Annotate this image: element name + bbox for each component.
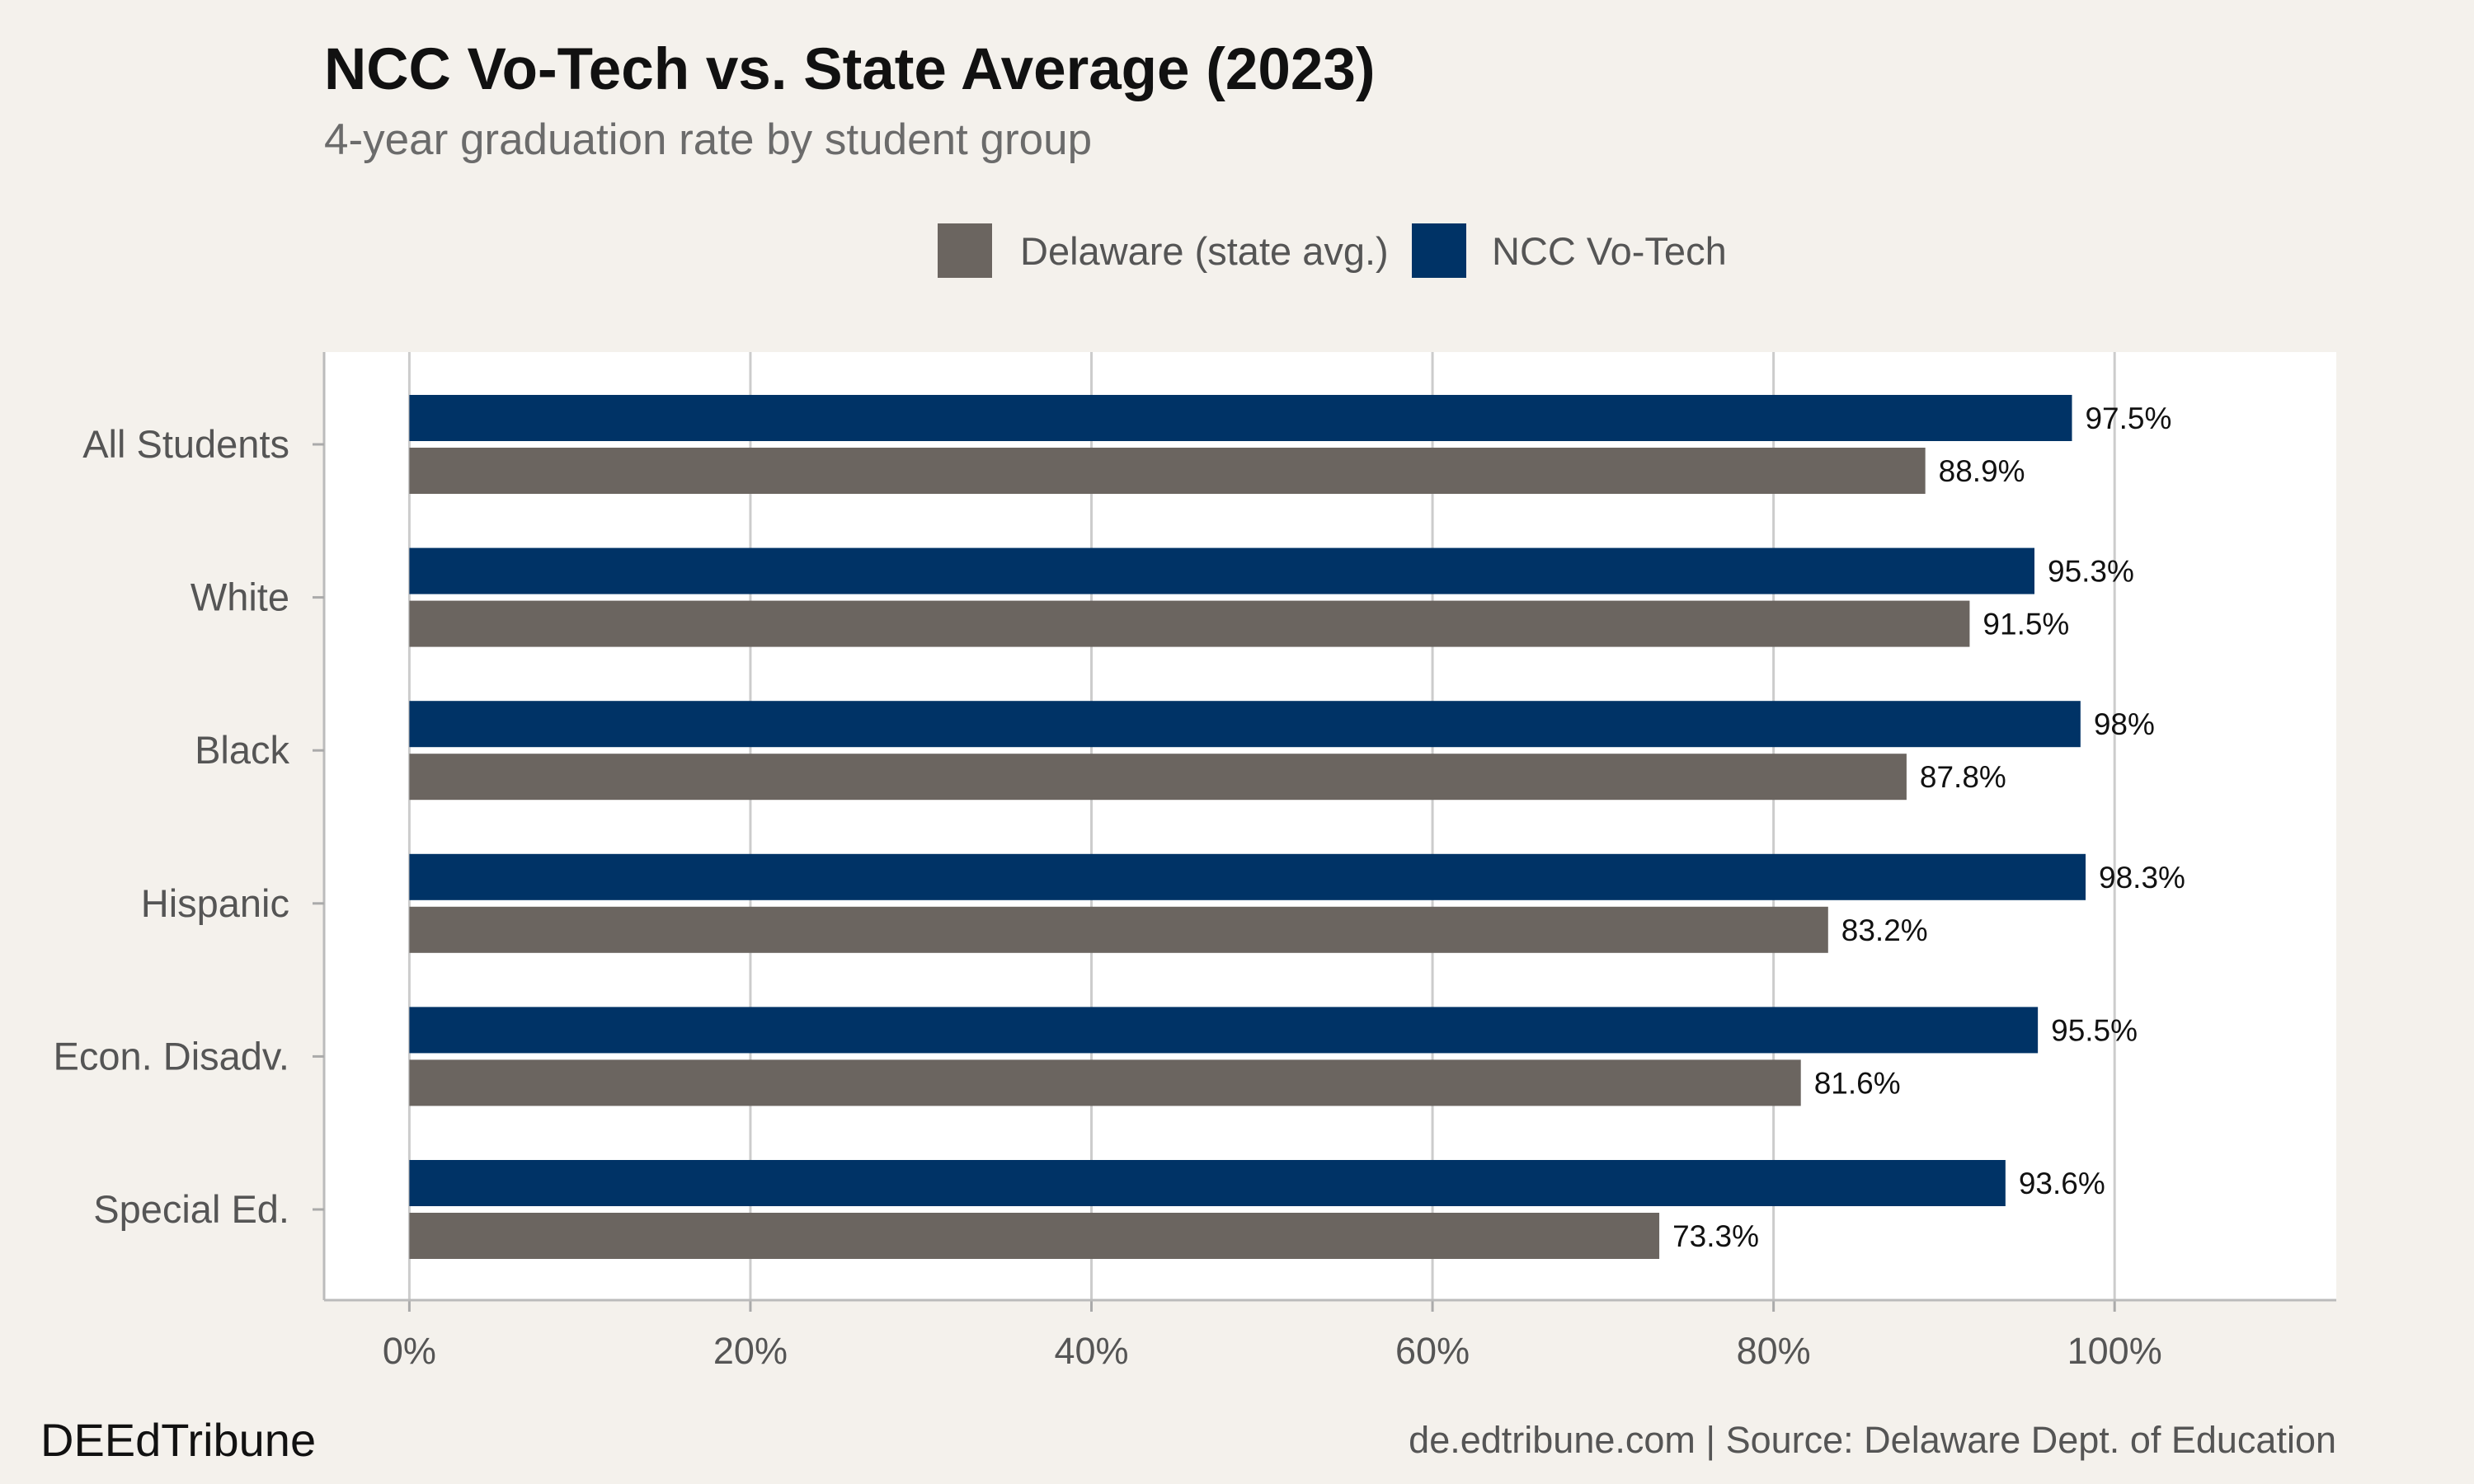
legend-label-delaware: Delaware (state avg.) xyxy=(1020,229,1389,273)
bar-ncc-votech xyxy=(409,853,2086,900)
x-tick-label: 20% xyxy=(713,1330,788,1372)
legend-swatch-ncc xyxy=(1412,223,1466,278)
data-label: 91.5% xyxy=(1982,608,2069,641)
bar-delaware xyxy=(409,1213,1660,1259)
category-label: White xyxy=(190,575,289,619)
data-label: 98.3% xyxy=(2099,861,2185,895)
plot-panel xyxy=(324,352,2336,1300)
gridlines xyxy=(407,352,2116,1300)
x-tick-labels: 0% 20% 40% 60% 80% 100% xyxy=(383,1330,2162,1372)
category-label: Black xyxy=(195,728,289,772)
data-label: 87.8% xyxy=(1920,760,2006,794)
bar-ncc-votech xyxy=(409,1007,2039,1054)
bar-delaware xyxy=(409,600,1970,647)
x-tick-label: 40% xyxy=(1054,1330,1128,1372)
category-label: Econ. Disadv. xyxy=(54,1034,289,1078)
data-label: 97.5% xyxy=(2085,402,2171,435)
data-label: 73.3% xyxy=(1672,1219,1759,1253)
data-label: 83.2% xyxy=(1841,913,1928,947)
axes xyxy=(313,352,2336,1312)
chart-title: NCC Vo-Tech vs. State Average (2023) xyxy=(324,37,1376,102)
category-label: Hispanic xyxy=(141,881,289,925)
bar-ncc-votech xyxy=(409,547,2034,594)
data-label: 88.9% xyxy=(1939,454,2025,488)
brand-logo: DEEdTribune xyxy=(40,1414,316,1466)
value-labels: 97.5% 88.9% 95.3% 91.5% 98% 87.8% 98.3% 83.2% 95… xyxy=(1672,402,2185,1253)
x-tick-label: 80% xyxy=(1737,1330,1811,1372)
bar-delaware xyxy=(409,1059,1801,1106)
bar-delaware xyxy=(409,754,1907,801)
source-note: de.edtribune.com | Source: Delaware Dept… xyxy=(1409,1419,2336,1461)
legend-label-ncc: NCC Vo-Tech xyxy=(1492,229,1727,273)
category-label: Special Ed. xyxy=(93,1187,289,1231)
bar-delaware xyxy=(409,906,1828,953)
legend-swatch-delaware xyxy=(938,223,992,278)
bars xyxy=(409,395,2086,1259)
bar-delaware xyxy=(409,448,1926,494)
data-label: 95.3% xyxy=(2048,555,2134,589)
bar-ncc-votech xyxy=(409,701,2081,748)
data-label: 95.5% xyxy=(2051,1013,2138,1047)
data-label: 93.6% xyxy=(2019,1167,2105,1200)
bar-ncc-votech xyxy=(409,395,2072,441)
data-label: 81.6% xyxy=(1814,1066,1901,1100)
x-tick-label: 60% xyxy=(1395,1330,1470,1372)
legend: Delaware (state avg.) NCC Vo-Tech xyxy=(938,223,1727,278)
bar-ncc-votech xyxy=(409,1160,2006,1206)
x-tick-label: 100% xyxy=(2067,1330,2162,1372)
data-label: 98% xyxy=(2094,707,2155,741)
category-labels: All Students White Black Hispanic Econ. Disa… xyxy=(54,422,290,1231)
x-tick-label: 0% xyxy=(383,1330,436,1372)
category-label: All Students xyxy=(82,422,289,466)
chart-subtitle: 4-year graduation rate by student group xyxy=(324,115,1092,164)
